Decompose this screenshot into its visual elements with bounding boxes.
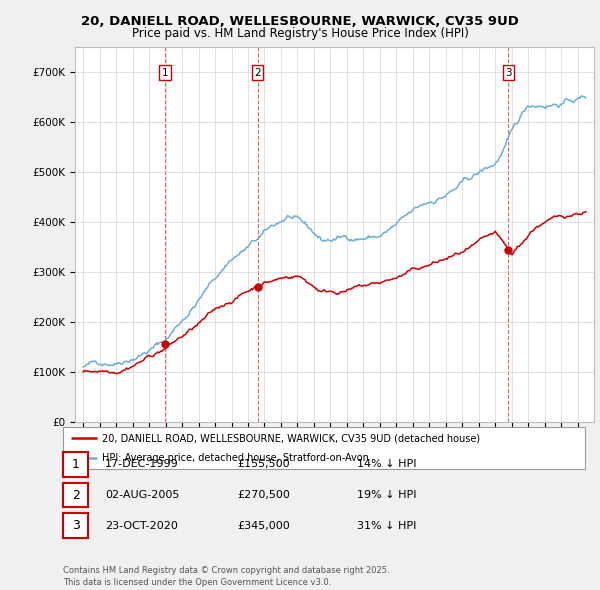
Text: 2: 2: [71, 489, 80, 502]
Text: 3: 3: [71, 519, 80, 532]
Text: £155,500: £155,500: [237, 460, 290, 469]
Text: 19% ↓ HPI: 19% ↓ HPI: [357, 490, 416, 500]
Text: Contains HM Land Registry data © Crown copyright and database right 2025.
This d: Contains HM Land Registry data © Crown c…: [63, 566, 389, 587]
Text: £270,500: £270,500: [237, 490, 290, 500]
Text: £345,000: £345,000: [237, 521, 290, 530]
Text: 14% ↓ HPI: 14% ↓ HPI: [357, 460, 416, 469]
Text: HPI: Average price, detached house, Stratford-on-Avon: HPI: Average price, detached house, Stra…: [102, 453, 369, 463]
Text: Price paid vs. HM Land Registry's House Price Index (HPI): Price paid vs. HM Land Registry's House …: [131, 27, 469, 40]
Text: 1: 1: [161, 68, 168, 78]
Text: 20, DANIELL ROAD, WELLESBOURNE, WARWICK, CV35 9UD (detached house): 20, DANIELL ROAD, WELLESBOURNE, WARWICK,…: [102, 433, 480, 443]
Text: 02-AUG-2005: 02-AUG-2005: [105, 490, 179, 500]
Text: 31% ↓ HPI: 31% ↓ HPI: [357, 521, 416, 530]
Text: 17-DEC-1999: 17-DEC-1999: [105, 460, 179, 469]
Text: 1: 1: [71, 458, 80, 471]
Text: 2: 2: [254, 68, 261, 78]
Text: 3: 3: [505, 68, 512, 78]
Text: 23-OCT-2020: 23-OCT-2020: [105, 521, 178, 530]
Text: 20, DANIELL ROAD, WELLESBOURNE, WARWICK, CV35 9UD: 20, DANIELL ROAD, WELLESBOURNE, WARWICK,…: [81, 15, 519, 28]
